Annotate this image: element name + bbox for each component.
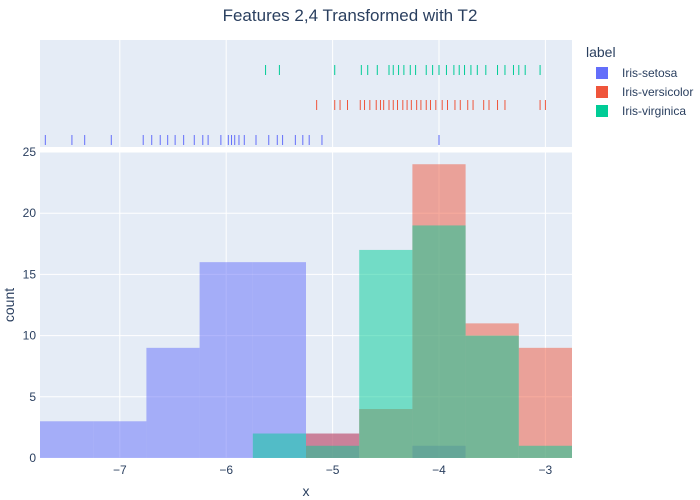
chart-title: Features 2,4 Transformed with T2 <box>223 6 478 25</box>
bar-iris-virginica <box>465 335 519 458</box>
y-tick-label: 10 <box>23 329 37 343</box>
legend-swatch-iris-virginica <box>596 105 608 117</box>
histogram-bars <box>40 164 572 459</box>
legend-label-iris-virginica: Iris-virginica <box>622 104 686 118</box>
x-tick-labels: −7 −6 −5 −4 −3 <box>113 463 553 477</box>
bar-iris-virginica <box>359 249 413 458</box>
x-tick-label: −3 <box>539 463 553 477</box>
legend-label-iris-versicolor: Iris-versicolor <box>622 85 693 99</box>
rug-marks <box>44 65 546 145</box>
y-tick-label: 15 <box>23 267 37 281</box>
y-tick-label: 5 <box>29 390 36 404</box>
legend-label-iris-setosa: Iris-setosa <box>622 66 678 80</box>
x-tick-label: −7 <box>113 463 127 477</box>
bar-iris-setosa <box>199 262 253 458</box>
y-axis-title: count <box>1 288 17 322</box>
x-tick-label: −4 <box>432 463 446 477</box>
rug-plot-area <box>40 40 572 147</box>
bar-iris-setosa <box>40 421 94 458</box>
y-tick-label: 0 <box>29 451 36 465</box>
legend-swatch-iris-versicolor <box>596 86 608 98</box>
x-axis-title: x <box>303 483 310 499</box>
bar-iris-virginica <box>518 445 572 458</box>
bar-iris-virginica <box>412 225 466 458</box>
legend: label Iris-setosa Iris-versicolor Iris-vir… <box>586 44 693 118</box>
y-tick-label: 20 <box>23 206 37 220</box>
bar-iris-setosa <box>252 262 306 458</box>
legend-swatch-iris-setosa <box>596 67 608 79</box>
legend-title: label <box>586 44 616 60</box>
bar-iris-virginica <box>306 445 360 458</box>
x-tick-label: −5 <box>326 463 340 477</box>
y-tick-label: 25 <box>23 145 37 159</box>
x-tick-label: −6 <box>219 463 233 477</box>
bar-iris-virginica <box>252 433 306 458</box>
bar-iris-setosa <box>146 347 200 458</box>
y-tick-labels: 0 5 10 15 20 25 <box>23 145 37 465</box>
rug-grid <box>119 40 546 147</box>
bar-iris-setosa <box>93 421 147 458</box>
legend-items: Iris-setosa Iris-versicolor Iris-virginica <box>596 66 693 118</box>
bar-iris-versicolor <box>518 347 572 458</box>
